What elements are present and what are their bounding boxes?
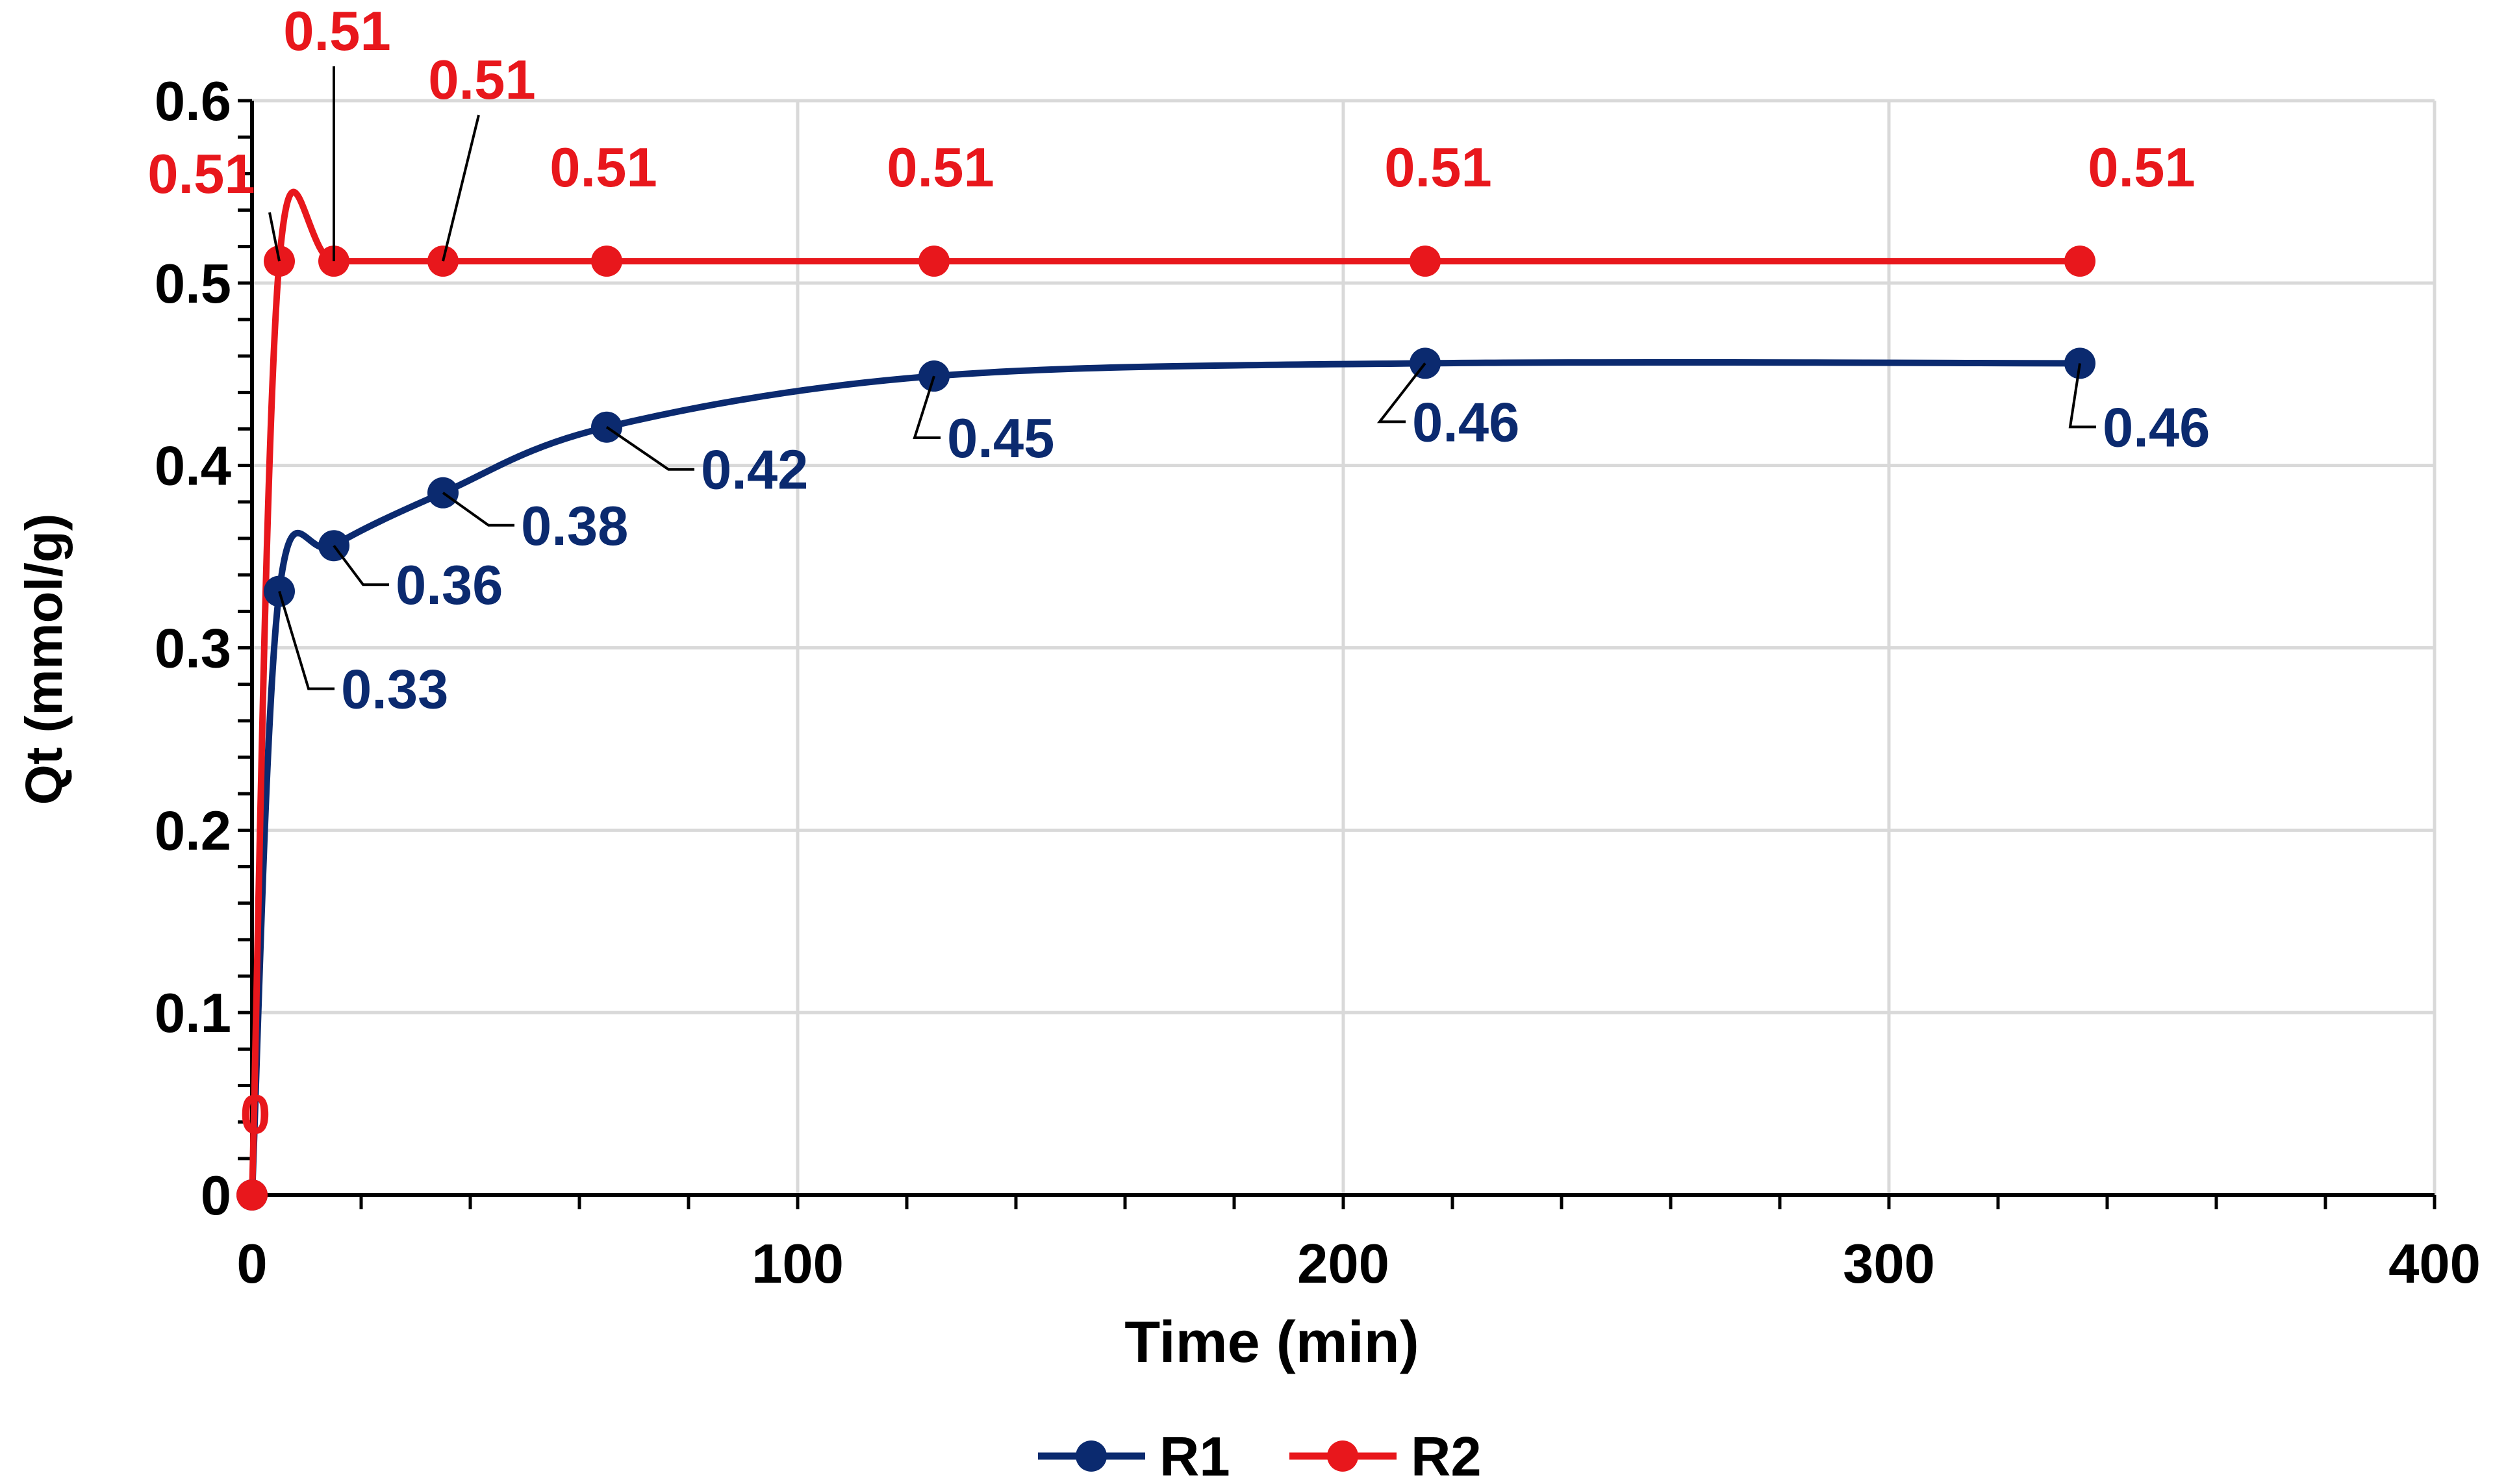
legend-item-r2[interactable]: R2 xyxy=(1289,1426,1482,1484)
x-tick-label: 0 xyxy=(236,1233,267,1295)
x-axis-title: Time (min) xyxy=(1124,1310,1419,1375)
legend-label-r2: R2 xyxy=(1411,1426,1482,1484)
data-label-r2: 0.51 xyxy=(147,144,255,205)
leader-line xyxy=(1376,362,1426,423)
data-label-r1: 0.45 xyxy=(947,408,1054,470)
data-label-r2: 0.51 xyxy=(1384,137,1491,199)
gridlines xyxy=(252,99,2436,1195)
data-label-r1: 0.38 xyxy=(521,496,628,557)
data-label-r1: 0.42 xyxy=(701,440,808,501)
series-points xyxy=(236,245,2095,1211)
x-tick-label: 300 xyxy=(1843,1233,1935,1295)
leader-line xyxy=(268,212,281,262)
y-tick-label: 0.2 xyxy=(155,800,231,862)
leader-line xyxy=(278,590,335,690)
series-line-r1 xyxy=(249,358,2081,1196)
leader-line xyxy=(442,114,480,262)
leader-line xyxy=(2068,363,2096,429)
legend-marker-r2 xyxy=(1327,1440,1358,1472)
axes xyxy=(238,99,2436,1209)
series-line-r2 xyxy=(249,188,2080,1196)
data-label-r2: 0 xyxy=(240,1084,270,1146)
data-label-r2: 0.51 xyxy=(887,137,994,199)
data-label-r2: 0.51 xyxy=(550,137,657,199)
data-point-r2 xyxy=(918,245,950,277)
data-label-r2: 0.51 xyxy=(283,1,390,62)
y-tick-label: 0.1 xyxy=(155,983,231,1044)
data-label-r2: 0.51 xyxy=(428,49,535,111)
leader-line xyxy=(442,492,514,527)
data-label-r2: 0.51 xyxy=(2088,137,2195,199)
legend-marker-r1 xyxy=(1076,1440,1107,1472)
leader-line xyxy=(605,426,694,471)
data-point-r2 xyxy=(1410,245,1441,277)
leader-line xyxy=(913,375,941,440)
x-tick-label: 100 xyxy=(752,1233,844,1295)
data-point-r2 xyxy=(591,245,622,277)
x-tick-label: 400 xyxy=(2388,1233,2481,1295)
y-axis-title: Qt (mmol/g) xyxy=(15,514,73,805)
leader-line xyxy=(333,545,389,586)
legend-item-r1[interactable]: R1 xyxy=(1038,1426,1230,1484)
series-lines xyxy=(249,188,2081,1196)
data-label-r1: 0.46 xyxy=(2103,397,2210,459)
data-label-r1: 0.33 xyxy=(341,659,448,720)
data-point-r2 xyxy=(2064,245,2095,277)
data-point-r2 xyxy=(236,1179,268,1211)
x-tick-label: 200 xyxy=(1297,1233,1389,1295)
y-tick-label: 0.6 xyxy=(155,71,231,132)
y-tick-label: 0.4 xyxy=(155,436,231,497)
y-tick-label: 0.5 xyxy=(155,253,231,315)
y-tick-label: 0 xyxy=(201,1165,231,1227)
y-tick-label: 0.3 xyxy=(155,618,231,680)
tick-labels: 00.10.20.30.40.50.60 100 200 300 400 xyxy=(155,71,2481,1295)
data-label-r1: 0.36 xyxy=(396,555,503,616)
data-labels: 0.330.360.380.420.45 0.46 0.4600.510.510.5… xyxy=(147,1,2210,1146)
legend: R1 R2 xyxy=(1038,1426,1482,1484)
legend-label-r1: R1 xyxy=(1159,1426,1230,1484)
data-label-r1: 0.46 xyxy=(1412,392,1519,453)
